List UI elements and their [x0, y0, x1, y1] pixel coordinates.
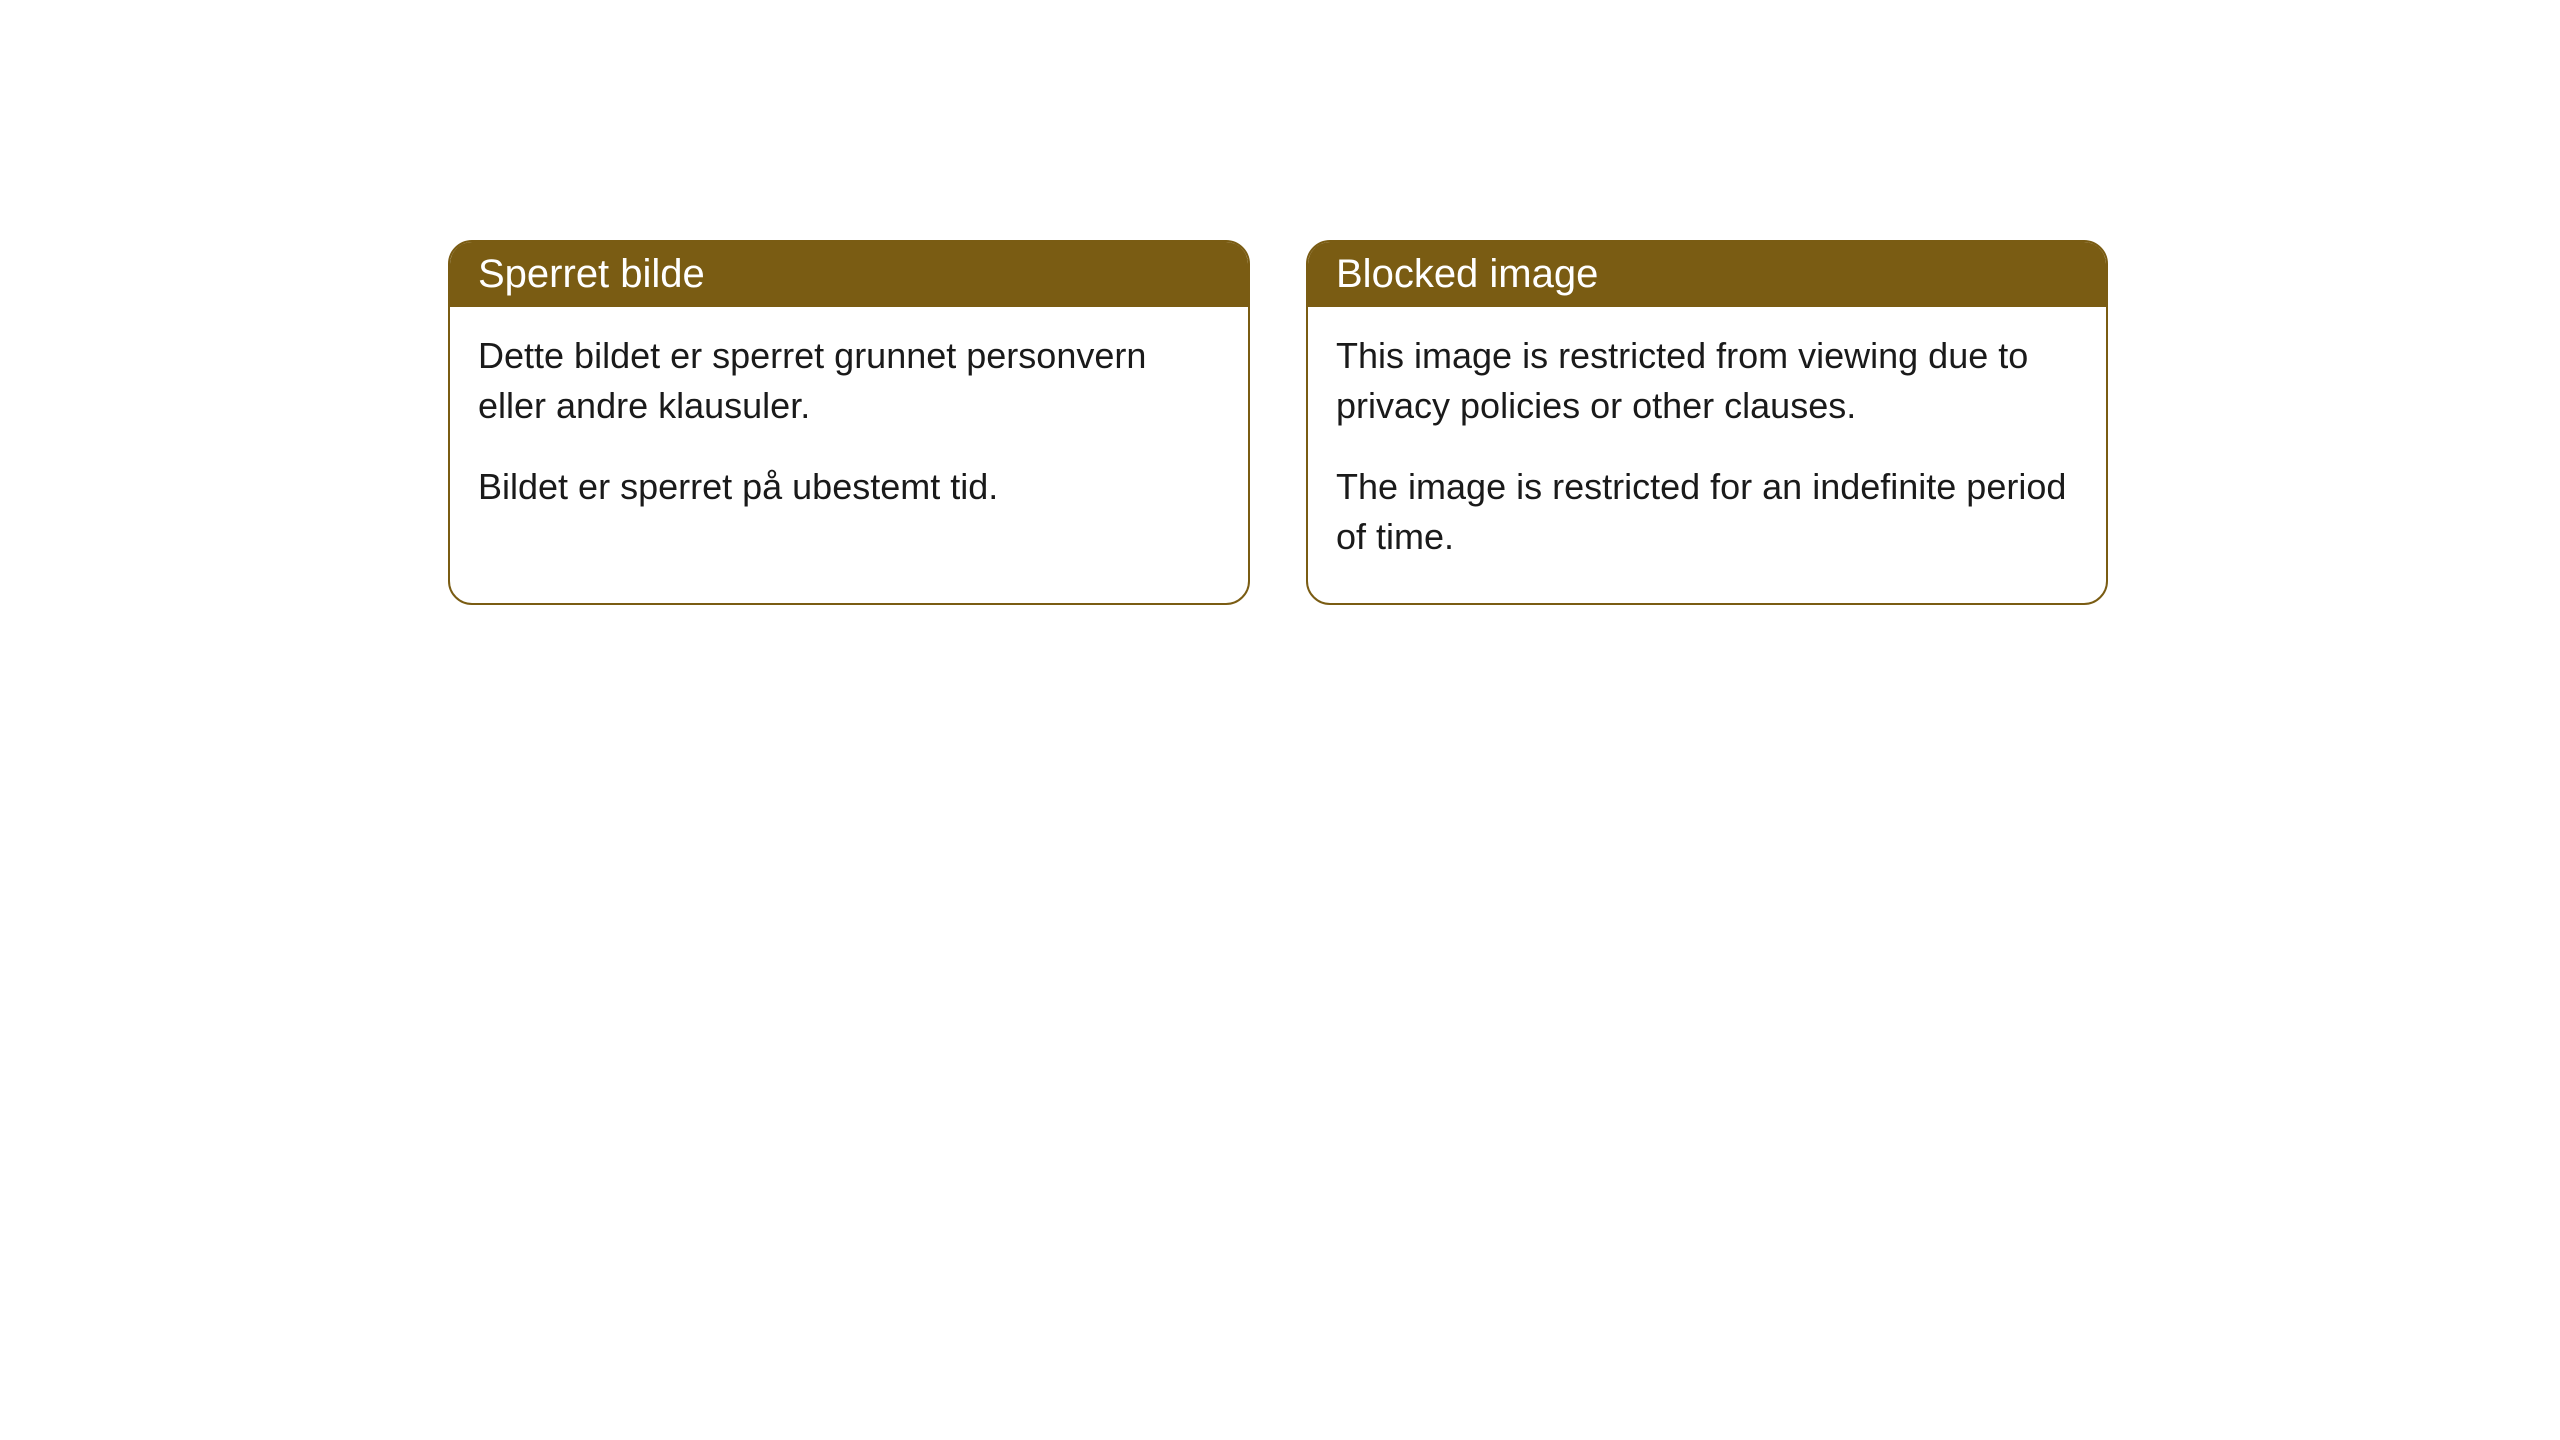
notice-cards-container: Sperret bilde Dette bildet er sperret gr…: [448, 240, 2108, 605]
card-body-norwegian: Dette bildet er sperret grunnet personve…: [450, 307, 1248, 552]
blocked-image-card-english: Blocked image This image is restricted f…: [1306, 240, 2108, 605]
card-paragraph-2-english: The image is restricted for an indefinit…: [1336, 462, 2078, 563]
card-paragraph-1-english: This image is restricted from viewing du…: [1336, 331, 2078, 432]
card-title-norwegian: Sperret bilde: [450, 242, 1248, 307]
card-paragraph-2-norwegian: Bildet er sperret på ubestemt tid.: [478, 462, 1220, 512]
card-body-english: This image is restricted from viewing du…: [1308, 307, 2106, 603]
card-paragraph-1-norwegian: Dette bildet er sperret grunnet personve…: [478, 331, 1220, 432]
blocked-image-card-norwegian: Sperret bilde Dette bildet er sperret gr…: [448, 240, 1250, 605]
card-title-english: Blocked image: [1308, 242, 2106, 307]
